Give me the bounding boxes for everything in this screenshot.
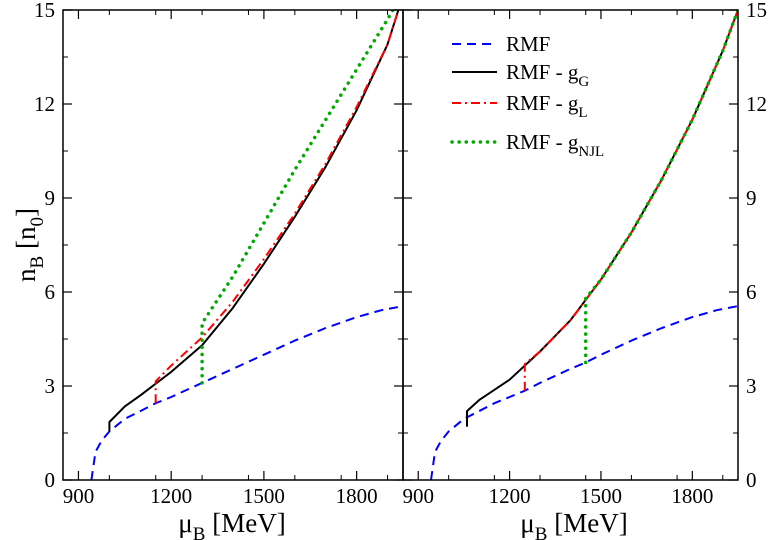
right-y-tick-label: 3 <box>746 374 757 398</box>
x-axis-label-right: μB [MeV] <box>520 508 627 540</box>
right-y-tick-label: 12 <box>746 92 767 116</box>
left-y-tick-label: 12 <box>34 92 55 116</box>
left-series-rmf-g-g <box>108 10 400 432</box>
right-series-rmf <box>430 305 738 480</box>
legend-label-rmf-gnjl: RMF - gNJL <box>506 130 604 160</box>
left-series-rmf-g-njl <box>200 10 395 385</box>
right-y-tick-label: 15 <box>746 0 767 22</box>
right-series-rmf-g-l <box>523 10 738 391</box>
left-x-tick-label: 900 <box>63 484 95 508</box>
left-plot-frame <box>62 9 404 481</box>
legend-label-rmf-gg: RMF - gG <box>506 60 589 90</box>
right-y-tick-label: 6 <box>746 280 757 304</box>
right-y-tick-label: 9 <box>746 186 757 210</box>
right-series-rmf-g-njl <box>583 10 738 365</box>
left-y-tick-label: 0 <box>45 468 56 492</box>
x-axis-label-left: μB [MeV] <box>178 508 285 540</box>
left-series-group <box>90 10 403 480</box>
right-x-tick-label: 900 <box>402 484 434 508</box>
y-axis-label: nB [n0] <box>11 208 48 282</box>
right-panel: 900 1200 1500 1800 0 3 6 9 12 15 <box>402 0 767 508</box>
left-series-rmf-g-l <box>154 10 400 404</box>
left-y-tick-label: 3 <box>45 374 56 398</box>
right-x-tick-label: 1500 <box>580 484 622 508</box>
legend-label-rmf: RMF <box>506 32 550 56</box>
left-x-tick-label: 1800 <box>336 484 378 508</box>
left-panel: 900 1200 1500 1800 0 3 6 9 12 15 <box>34 0 404 508</box>
right-x-tick-label: 1200 <box>489 484 531 508</box>
legend-label-rmf-gl: RMF - gL <box>506 91 588 121</box>
right-x-tick-label: 1800 <box>671 484 713 508</box>
left-y-tick-label: 15 <box>34 0 55 22</box>
left-y-tick-label: 6 <box>45 280 56 304</box>
right-y-tick-label: 0 <box>746 468 757 492</box>
legend: RMF RMF - gG RMF - gL RMF - gNJL <box>450 32 604 160</box>
left-x-tick-label: 1200 <box>150 484 192 508</box>
left-y-tick-label: 9 <box>45 186 56 210</box>
left-series-rmf <box>90 305 403 480</box>
left-x-tick-label: 1500 <box>243 484 285 508</box>
right-series-group <box>430 10 738 480</box>
